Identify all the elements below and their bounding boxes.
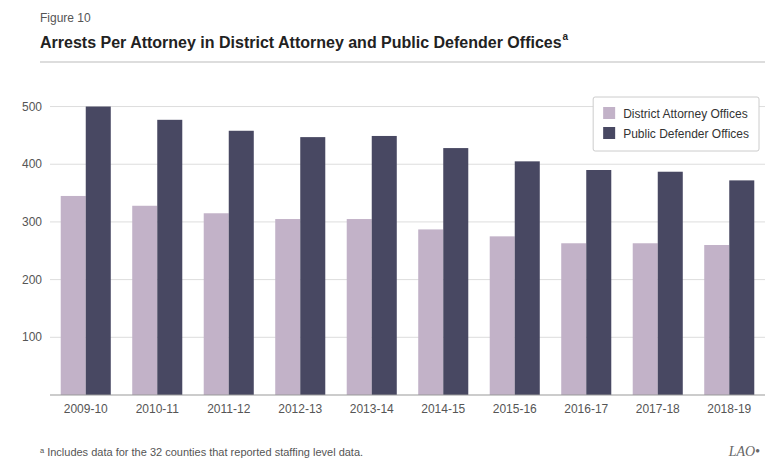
x-tick-label: 2016-17: [564, 402, 608, 416]
legend-label: District Attorney Offices: [623, 107, 747, 121]
bar: [300, 137, 325, 395]
legend-frame: [593, 97, 759, 151]
bar: [658, 172, 683, 395]
figure-label: Figure 10: [40, 11, 91, 25]
y-tick-label: 100: [22, 330, 42, 344]
y-tick-label: 300: [22, 215, 42, 229]
title-rule: [40, 62, 765, 63]
bar: [586, 170, 611, 395]
bar: [86, 107, 111, 395]
x-tick-label: 2010-11: [136, 402, 179, 416]
bar: [204, 213, 229, 395]
bar: [132, 206, 157, 395]
bar: [157, 120, 182, 395]
bar: [729, 180, 754, 395]
legend-swatch: [603, 107, 615, 119]
chart-container: Figure 10 Arrests Per Attorney in Distric…: [0, 0, 780, 472]
legend: District Attorney Offices Public Defender…: [593, 97, 759, 151]
x-tick-label: 2011-12: [207, 402, 250, 416]
footnote: ᵃ Includes data for the 32 counties that…: [40, 446, 363, 458]
title-superscript: a: [563, 31, 569, 42]
x-tick-label: 2018-19: [707, 402, 751, 416]
bar: [372, 136, 397, 395]
bar: [275, 219, 300, 395]
bar: [418, 229, 443, 395]
bar: [561, 243, 586, 395]
x-tick-label: 2012-13: [278, 402, 322, 416]
x-tick-label: 2009-10: [64, 402, 108, 416]
bar: [443, 148, 468, 395]
legend-label: Public Defender Offices: [623, 127, 749, 141]
bar: [347, 219, 372, 395]
x-tick-label: 2013-14: [350, 402, 394, 416]
bar: [515, 161, 540, 395]
chart-svg: Figure 10 Arrests Per Attorney in Distric…: [0, 0, 780, 472]
x-tick-label: 2014-15: [421, 402, 465, 416]
bar: [704, 245, 729, 395]
x-tick-label: 2015-16: [493, 402, 537, 416]
bar: [229, 131, 254, 395]
legend-swatch: [603, 127, 615, 139]
bar: [490, 236, 515, 395]
background: [0, 0, 780, 472]
title: Arrests Per Attorney in District Attorne…: [40, 34, 562, 51]
bar: [61, 196, 86, 395]
bar: [633, 243, 658, 395]
y-tick-label: 400: [22, 157, 42, 171]
x-tick-label: 2017-18: [636, 402, 680, 416]
y-tick-label: 500: [22, 100, 42, 114]
watermark: LAO•: [728, 444, 760, 459]
y-tick-label: 200: [22, 273, 42, 287]
x-axis-line: [50, 395, 765, 396]
